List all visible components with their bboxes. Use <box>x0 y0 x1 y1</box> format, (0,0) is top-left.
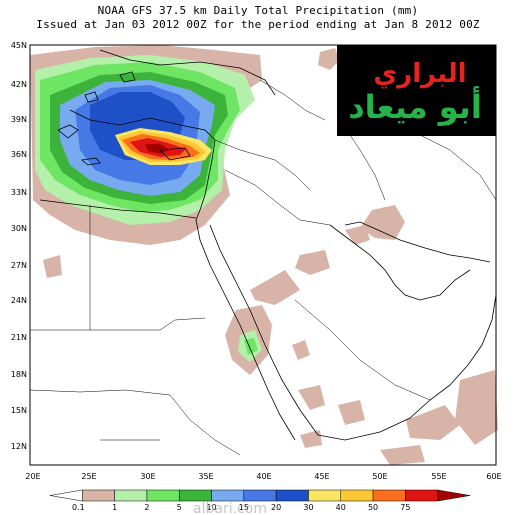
logo-background <box>337 45 496 136</box>
colorbar-swatch <box>49 489 83 502</box>
lon-label: 40E <box>256 472 271 481</box>
colorbar-label: 5 <box>177 503 182 512</box>
lat-label: 21N <box>11 333 27 342</box>
lon-label: 25E <box>81 472 96 481</box>
lon-label: 35E <box>198 472 213 481</box>
lon-label: 20E <box>25 472 40 481</box>
colorbar-swatch <box>308 489 342 502</box>
map-frame <box>29 44 497 466</box>
colorbar-label: 2 <box>144 503 149 512</box>
colorbar-swatch <box>437 489 471 502</box>
colorbar-swatch <box>243 489 277 502</box>
lat-label: 39N <box>11 115 27 124</box>
lon-label: 50E <box>372 472 387 481</box>
watermark: albari.com <box>193 501 267 515</box>
map-title: NOAA GFS 37.5 km Daily Total Precipitati… <box>97 4 419 17</box>
coastlines <box>39 49 497 441</box>
colorbar-label: 50 <box>368 503 378 512</box>
lon-label: 60E <box>486 472 501 481</box>
logo-line1: البراري <box>373 59 466 89</box>
colorbar-swatch <box>340 489 374 502</box>
colorbar-label: 10 <box>206 503 216 512</box>
lat-label: 36N <box>11 150 27 159</box>
lat-label: 18N <box>11 370 27 379</box>
map-subtitle: Issued at Jan 03 2012 00Z for the period… <box>36 18 480 31</box>
colorbar-label: 15 <box>239 503 249 512</box>
lat-label: 27N <box>11 261 27 270</box>
lat-label: 24N <box>11 296 27 305</box>
colorbar-label: 20 <box>271 503 281 512</box>
colorbar-swatch <box>114 489 148 502</box>
colorbar-swatch <box>82 489 115 502</box>
precip-layer <box>30 45 498 465</box>
lon-label: 45E <box>314 472 329 481</box>
lat-labels: 45N 42N 39N 36N 33N 30N 27N 24N 21N 18N … <box>11 41 27 451</box>
lon-labels: 20E 25E 30E 35E 40E 45E 50E 55E 60E <box>25 472 501 481</box>
colorbar-label: 0.1 <box>72 503 85 512</box>
lat-label: 12N <box>11 442 27 451</box>
colorbar-swatch <box>178 489 212 502</box>
colorbar: 0.1 1 2 5 10 15 20 30 40 50 75 <box>49 489 471 512</box>
lat-label: 15N <box>11 406 27 415</box>
lon-label: 55E <box>431 472 446 481</box>
colorbar-swatch <box>405 489 438 502</box>
logo: البراري أبو ميعاد <box>337 45 496 136</box>
lat-label: 42N <box>11 80 27 89</box>
colorbar-label: 30 <box>303 503 313 512</box>
colorbar-label: 40 <box>336 503 346 512</box>
colorbar-swatch <box>211 489 245 502</box>
lon-label: 30E <box>140 472 155 481</box>
colorbar-label: 1 <box>112 503 117 512</box>
logo-line2: أبو ميعاد <box>348 86 482 126</box>
colorbar-swatch <box>275 489 309 502</box>
colorbar-label: 75 <box>400 503 410 512</box>
colorbar-swatch <box>372 489 406 502</box>
lat-label: 33N <box>11 188 27 197</box>
lat-label: 30N <box>11 224 27 233</box>
lat-label: 45N <box>11 41 27 50</box>
colorbar-swatch <box>146 489 180 502</box>
